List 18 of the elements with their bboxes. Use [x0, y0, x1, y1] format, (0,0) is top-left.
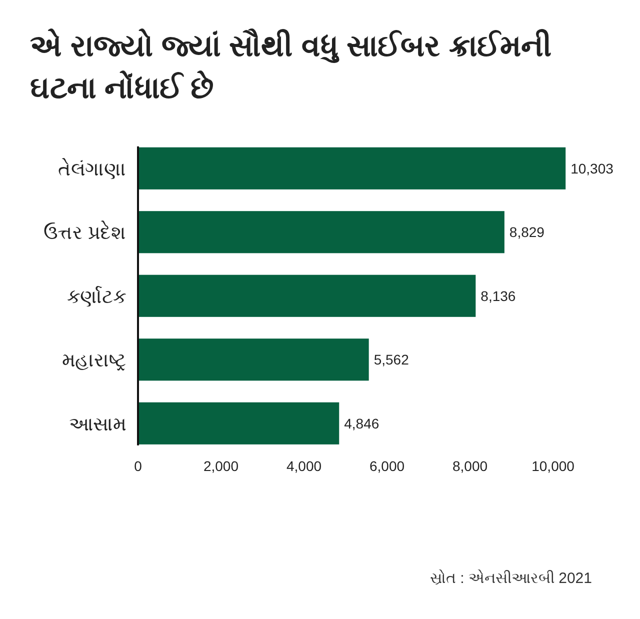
value-label: 8,829 — [509, 224, 544, 240]
tick-label: 4,000 — [286, 458, 322, 474]
category-label: તેલંગાણા — [58, 159, 126, 180]
title: એ રાજ્યો જ્યાં સૌથી વધુ સાઈબર ક્રાઈમની ઘટના નોંધાઈ છે — [30, 30, 552, 105]
value-label: 10,303 — [570, 160, 614, 176]
annotation: સ્રોત : એનસીઆરબી 2021 — [430, 570, 592, 587]
value-label: 8,136 — [480, 288, 516, 304]
value-label: 4,846 — [344, 415, 380, 432]
value-label: 5,562 — [374, 352, 409, 368]
tick-label: 8,000 — [452, 458, 488, 474]
tick-label: 10,000 — [532, 458, 574, 474]
category-label: મહારાષ્ટ્ર — [62, 350, 126, 372]
category-label: ઉત્તર પ્રદેશ — [44, 223, 126, 244]
category-label: આસામ — [69, 414, 126, 436]
category-label: કર્ણાટક — [67, 286, 126, 308]
tick-label: 2,000 — [203, 458, 239, 474]
tick-label: 0 — [134, 458, 142, 474]
tick-label: 6,000 — [370, 458, 405, 474]
